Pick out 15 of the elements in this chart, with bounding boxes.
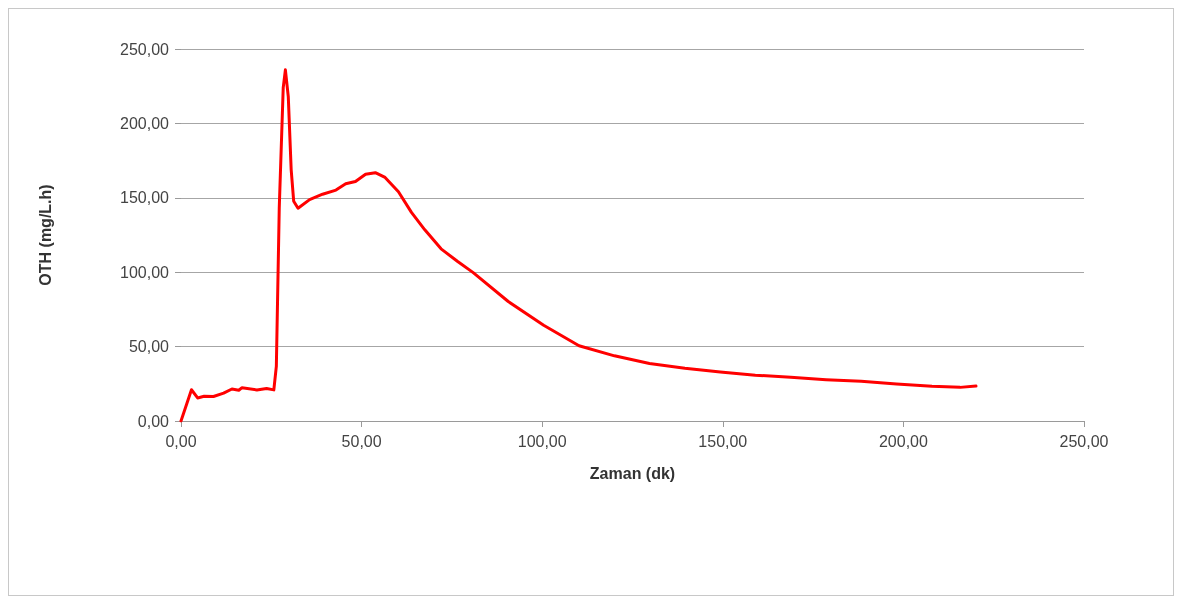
y-tick-label: 200,00 bbox=[120, 114, 170, 132]
x-tick-label: 50,00 bbox=[341, 432, 382, 450]
y-tick-label: 0,00 bbox=[137, 412, 170, 430]
x-tick-label: 150,00 bbox=[698, 432, 748, 450]
x-tick-label: 250,00 bbox=[1059, 432, 1109, 450]
x-tick-label: 0,00 bbox=[165, 432, 197, 450]
x-axis-title: Zaman (dk) bbox=[589, 464, 676, 482]
x-tick-label: 200,00 bbox=[878, 432, 928, 450]
y-axis-title: OTH (mg/L.h) bbox=[36, 184, 54, 286]
y-tick-label: 50,00 bbox=[128, 338, 170, 356]
line-series bbox=[179, 68, 978, 423]
y-tick-label: 150,00 bbox=[120, 189, 170, 207]
y-tick-label: 250,00 bbox=[120, 40, 170, 58]
y-tick-label: 100,00 bbox=[120, 263, 170, 281]
x-tick-label: 100,00 bbox=[517, 432, 567, 450]
